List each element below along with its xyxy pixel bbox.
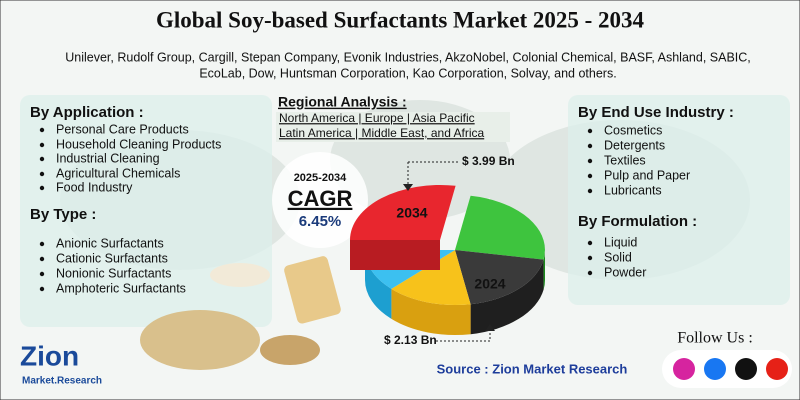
pie-3d [350, 184, 545, 336]
slice-side [365, 250, 392, 319]
list-item: Powder [604, 265, 646, 279]
list-item: Cosmetics [604, 123, 662, 137]
facebook-icon[interactable] [704, 358, 726, 380]
arrow [485, 324, 495, 331]
bullet [39, 185, 45, 191]
companies: Unilever, Rudolf Group, Cargill, Stepan … [65, 50, 751, 64]
cagr-label: CAGR [288, 186, 353, 211]
companies: EcoLab, Dow, Huntsman Corporation, Kao C… [199, 66, 616, 80]
bullet [39, 271, 45, 277]
list-item: Solid [604, 250, 632, 264]
follow-label: Follow Us : [677, 330, 753, 347]
bullet [587, 188, 593, 194]
bullet [587, 173, 593, 179]
soybeans [140, 256, 341, 370]
list-item: Cationic Surfactants [56, 251, 168, 265]
arrow [403, 184, 413, 191]
logo-sub: Market.Research [22, 376, 102, 387]
list-item: Household Cleaning Products [56, 137, 221, 151]
section-heading: By Formulation : [578, 213, 697, 230]
slice [391, 250, 471, 306]
slice-side [470, 259, 544, 335]
left-panel [20, 95, 272, 327]
bowl [210, 263, 270, 287]
section-heading: By Application : [30, 104, 144, 121]
value-2024: $ 2.13 Bn [384, 333, 437, 347]
bullet [587, 270, 593, 276]
list-item: Lubricants [604, 183, 662, 197]
title: Global Soy-based Surfactants Market 2025… [156, 7, 645, 32]
cagr-value: 6.45% [299, 213, 342, 230]
leader-line [436, 330, 491, 342]
right-panel [568, 95, 790, 305]
list-item: Food Industry [56, 180, 133, 194]
list-item: Industrial Cleaning [56, 151, 160, 165]
list-item: Liquid [604, 235, 637, 249]
pie-label: 2034 [396, 205, 427, 221]
list-item: Personal Care Products [56, 122, 189, 136]
leader-line [407, 161, 458, 186]
bullet [39, 256, 45, 262]
youtube-icon[interactable] [766, 358, 788, 380]
instagram-icon[interactable] [673, 358, 695, 380]
slice [455, 250, 544, 305]
slice [350, 184, 456, 240]
bullet [587, 143, 593, 149]
slice-side [350, 240, 440, 270]
list-item: Amphoteric Surfactants [56, 281, 186, 295]
bean-bowl [260, 335, 320, 365]
list-item: Detergents [604, 138, 665, 152]
source: Source : Zion Market Research [437, 361, 628, 376]
slice-side [391, 288, 471, 336]
regional-line: Latin America | Middle East, and Africa [279, 126, 485, 140]
slice [455, 195, 545, 260]
bullet [39, 286, 45, 292]
list-item: Agricultural Chemicals [56, 166, 180, 180]
bullet [39, 171, 45, 177]
x-icon[interactable] [735, 358, 757, 380]
bullet [39, 142, 45, 148]
section-heading: By End Use Industry : [578, 104, 734, 121]
cagr-circle [272, 152, 368, 248]
pie-label: 2024 [474, 276, 505, 292]
bullet [39, 127, 45, 133]
logo: Zion [20, 340, 79, 371]
bullet [587, 240, 593, 246]
social-box [662, 350, 792, 388]
regional-box [276, 112, 510, 142]
bullet [587, 128, 593, 134]
list-item: Anionic Surfactants [56, 236, 164, 250]
regional-heading: Regional Analysis : [278, 94, 407, 110]
bullet [587, 255, 593, 261]
bean-pile [140, 310, 260, 370]
tofu [284, 256, 341, 324]
bullet [39, 156, 45, 162]
list-item: Nonionic Surfactants [56, 266, 171, 280]
bullet [587, 158, 593, 164]
regional-line: North America | Europe | Asia Pacific [279, 111, 475, 125]
section-heading: By Type : [30, 206, 96, 223]
list-item: Pulp and Paper [604, 168, 690, 182]
slice-side [543, 250, 545, 290]
value-2034: $ 3.99 Bn [462, 154, 515, 168]
list-item: Textiles [604, 153, 646, 167]
cagr-period: 2025-2034 [294, 172, 347, 184]
bullet [39, 241, 45, 247]
